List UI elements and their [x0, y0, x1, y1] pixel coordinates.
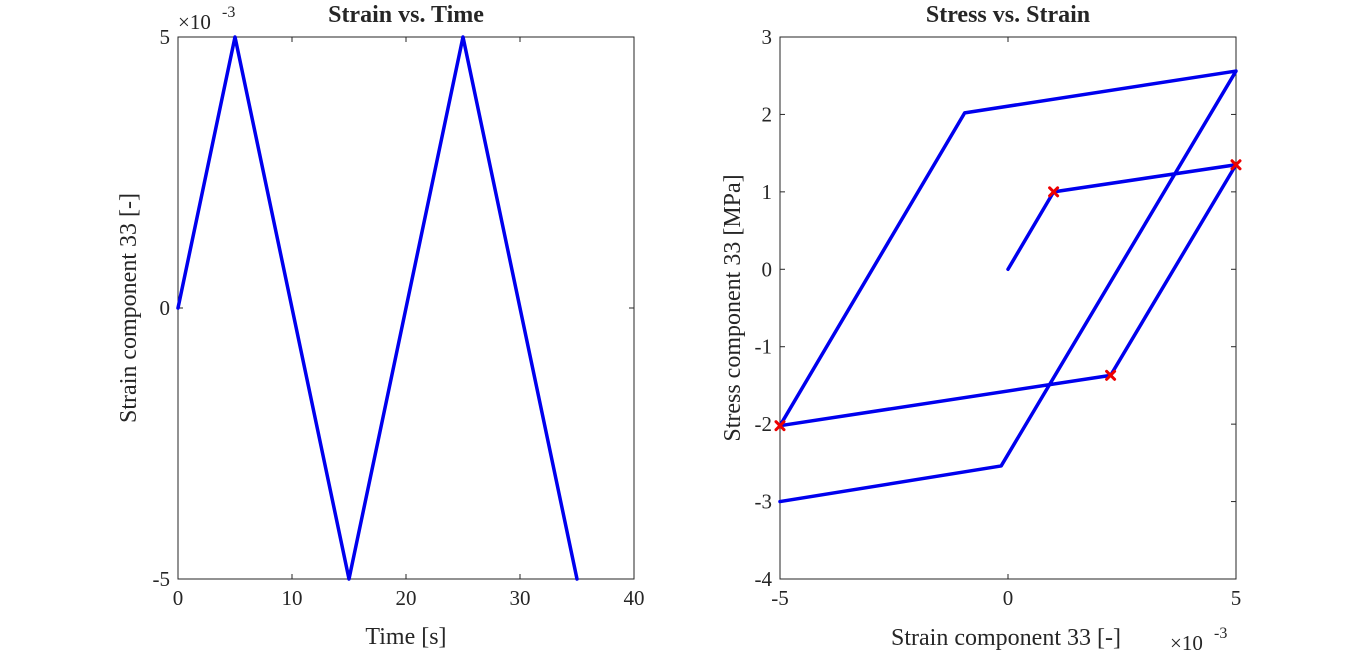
stress-strain-marker	[1230, 159, 1242, 171]
strain-time-ticks: 0 10 20 30 40-505	[153, 25, 645, 610]
strain-time-chart: 0 10 20 30 40-505 Strain vs. Time Time [s] S…	[116, 2, 645, 650]
stress-strain-y-tick-label: -2	[755, 412, 773, 436]
strain-time-y-tick-label: 0	[160, 296, 171, 320]
stress-strain-x-tick-label: 5	[1231, 586, 1242, 610]
stress-strain-chart: -5 0 5 -4 -3 -2 -1 0 1 2 3 Stress vs. Strain Strai…	[720, 2, 1242, 655]
stress-strain-y-tick-label: 3	[762, 25, 773, 49]
stress-strain-y-tick-label: -1	[755, 335, 773, 359]
stress-strain-x-label: Strain component 33 [-]	[891, 625, 1121, 651]
stress-strain-x-tick-label: 0	[1003, 586, 1014, 610]
stress-strain-title: Stress vs. Strain	[926, 2, 1090, 28]
strain-time-x-tick-label: 20	[396, 586, 417, 610]
strain-time-y-exponent-base: ×10	[178, 10, 211, 34]
stress-strain-y-tick-label: -4	[755, 567, 773, 591]
strain-time-y-exponent: ×10 -3	[178, 4, 235, 34]
stress-strain-x-tick-label: -5	[771, 586, 789, 610]
strain-time-title: Strain vs. Time	[328, 2, 484, 28]
strain-time-y-exponent-power: -3	[222, 4, 235, 21]
strain-time-x-label: Time [s]	[365, 624, 446, 650]
strain-time-x-tick-label: 0	[173, 586, 184, 610]
stress-strain-x-exponent: ×10 -3	[1170, 625, 1227, 655]
stress-strain-y-tick-label: 1	[762, 180, 773, 204]
stress-strain-markers	[774, 159, 1242, 432]
stress-strain-marker	[774, 420, 786, 432]
stress-strain-marker	[1048, 186, 1060, 198]
stress-strain-y-tick-label: -3	[755, 490, 773, 514]
strain-time-x-tick-label: 30	[510, 586, 531, 610]
strain-time-y-label: Strain component 33 [-]	[116, 193, 142, 423]
stress-strain-marker	[1105, 369, 1117, 381]
strain-time-y-tick-label: 5	[160, 25, 171, 49]
stress-strain-x-exponent-power: -3	[1214, 625, 1227, 642]
stress-strain-x-exponent-base: ×10	[1170, 631, 1203, 655]
stress-strain-series-line	[778, 69, 1238, 504]
strain-time-y-tick-label: -5	[153, 567, 171, 591]
strain-time-x-tick-label: 40	[624, 586, 645, 610]
stress-strain-ticks: -5 0 5 -4 -3 -2 -1 0 1 2 3	[755, 25, 1242, 610]
stress-strain-y-tick-label: 2	[762, 102, 773, 126]
stress-strain-y-label: Stress component 33 [MPa]	[720, 174, 746, 441]
strain-time-x-tick-label: 10	[282, 586, 303, 610]
stress-strain-y-tick-label: 0	[762, 257, 773, 281]
strain-time-series-line	[176, 35, 579, 581]
